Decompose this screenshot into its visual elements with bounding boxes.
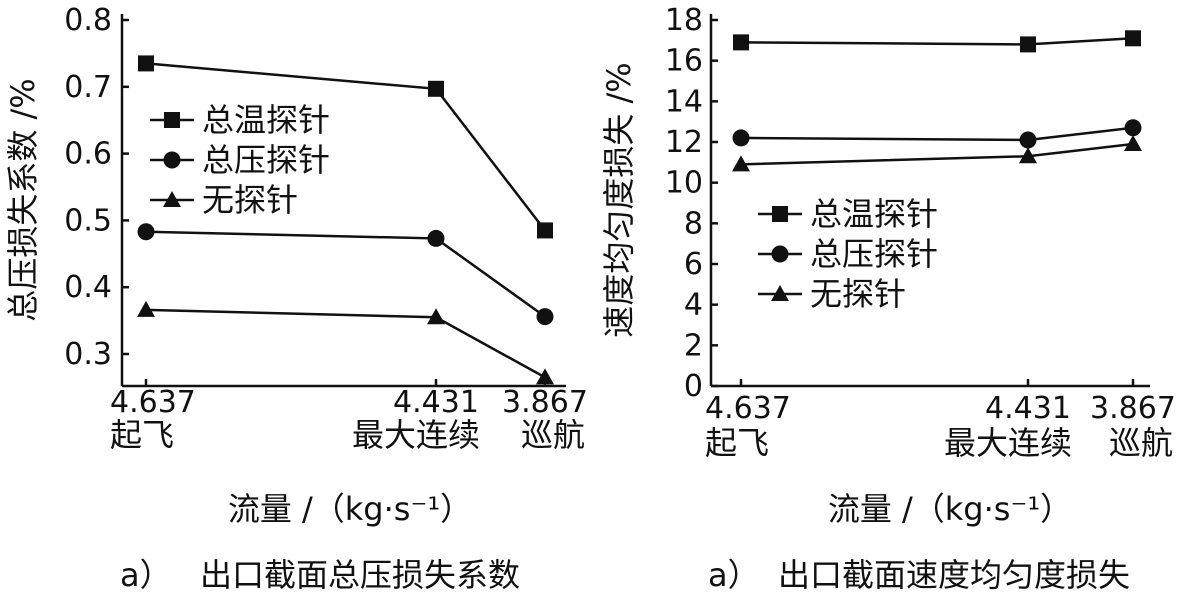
- chart-b-xlabel: 流量 /（kg·s⁻¹）: [828, 490, 1072, 528]
- chart-a-ylabel: 总压损失系数 /%: [4, 78, 42, 321]
- data-point-triangle: [1019, 147, 1037, 164]
- x-tick-label: 3.867: [1090, 391, 1176, 426]
- y-tick-label: 0: [684, 369, 703, 404]
- data-point-circle: [732, 129, 750, 147]
- legend-marker-triangle: [163, 191, 181, 207]
- y-tick-label: 0.5: [64, 203, 112, 238]
- x-tick-label: 4.637: [705, 391, 791, 426]
- y-tick-label: 12: [665, 125, 703, 160]
- chart-a-yticks: 0.3 0.4 0.5 0.6 0.7 0.8: [64, 3, 129, 372]
- x-category-label: 起飞: [110, 416, 174, 454]
- data-point-square: [733, 34, 749, 51]
- legend-marker-square: [772, 206, 788, 222]
- data-point-triangle: [427, 308, 445, 325]
- y-tick-label: 10: [665, 166, 703, 201]
- chart-a-axes: [120, 14, 566, 388]
- series-line-square: [740, 37, 1134, 46]
- data-point-circle: [137, 223, 155, 241]
- x-category-label: 巡航: [1109, 424, 1173, 462]
- y-tick-label: 4: [684, 288, 703, 323]
- y-tick-label: 2: [684, 328, 703, 363]
- chart-b-ylabel: 速度均匀度损失 /%: [600, 62, 638, 337]
- data-point-circle: [1019, 131, 1037, 149]
- data-point-circle: [1124, 119, 1142, 137]
- chart-a-caption-letter: a）: [120, 556, 172, 594]
- chart-a-xlabel: 流量 /（kg·s⁻¹）: [228, 490, 472, 528]
- y-tick-label: 0.7: [64, 70, 112, 105]
- series-line-triangle: [145, 308, 546, 379]
- y-tick-label: 18: [665, 3, 703, 38]
- legend-marker-triangle: [771, 285, 789, 301]
- series-line-triangle: [740, 142, 1134, 166]
- chart-b-series: [732, 30, 1142, 172]
- x-category-label: 最大连续: [944, 424, 1072, 462]
- data-point-square: [138, 55, 154, 72]
- legend-marker-square: [164, 112, 180, 128]
- x-category-label: 巡航: [521, 416, 585, 454]
- y-tick-label: 14: [665, 84, 703, 119]
- x-tick-label: 4.431: [985, 391, 1071, 426]
- legend-marker-circle: [163, 151, 181, 169]
- y-tick-label: 0.6: [64, 137, 112, 172]
- x-tick-label: 3.867: [502, 385, 588, 420]
- x-tick-label: 4.637: [110, 385, 196, 420]
- y-tick-label: 8: [684, 206, 703, 241]
- data-point-square: [1020, 36, 1036, 53]
- x-category-label: 起飞: [705, 424, 769, 462]
- data-point-circle: [427, 229, 445, 247]
- data-point-triangle: [137, 300, 155, 317]
- data-point-square: [1125, 30, 1141, 47]
- data-point-circle: [536, 308, 554, 326]
- data-point-square: [537, 222, 553, 239]
- data-point-triangle: [1124, 135, 1142, 152]
- x-category-label: 最大连续: [352, 416, 480, 454]
- y-tick-label: 0.8: [64, 3, 112, 38]
- y-tick-label: 0.4: [64, 270, 112, 305]
- legend-label: 总压探针: [810, 235, 938, 273]
- legend-label: 无探针: [810, 275, 906, 313]
- chart-b-yticks: 0 2 4 6 8 10 12 14 16 18: [665, 3, 718, 404]
- y-tick-label: 6: [684, 247, 703, 282]
- data-point-triangle: [536, 368, 554, 385]
- chart-b-axes: [709, 14, 1150, 388]
- y-tick-label: 16: [665, 44, 703, 79]
- y-tick-label: 0.3: [64, 337, 112, 372]
- legend-label: 总温探针: [810, 195, 938, 233]
- series-line-circle: [145, 230, 546, 318]
- legend-label: 总压探针: [202, 141, 330, 179]
- data-point-square: [428, 80, 444, 97]
- chart-a-series: [137, 55, 554, 385]
- chart-b-caption-text: 出口截面速度均匀度损失: [778, 556, 1130, 594]
- legend-marker-circle: [771, 245, 789, 263]
- series-line-circle: [740, 126, 1134, 142]
- legend-label: 总温探针: [202, 101, 330, 139]
- chart-b-caption-letter: a）: [708, 556, 760, 594]
- legend-label: 无探针: [202, 181, 298, 219]
- data-point-triangle: [732, 155, 750, 172]
- x-tick-label: 4.431: [393, 385, 479, 420]
- chart-a-caption-text: 出口截面总压损失系数: [200, 556, 520, 594]
